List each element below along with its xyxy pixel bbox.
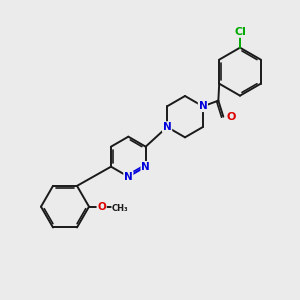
Text: N: N: [124, 172, 133, 182]
Text: N: N: [163, 122, 172, 132]
Text: O: O: [227, 112, 236, 122]
Text: CH₃: CH₃: [112, 204, 129, 213]
Text: N: N: [141, 162, 150, 172]
Text: N: N: [199, 101, 207, 111]
Text: O: O: [97, 202, 106, 212]
Text: Cl: Cl: [234, 27, 246, 37]
